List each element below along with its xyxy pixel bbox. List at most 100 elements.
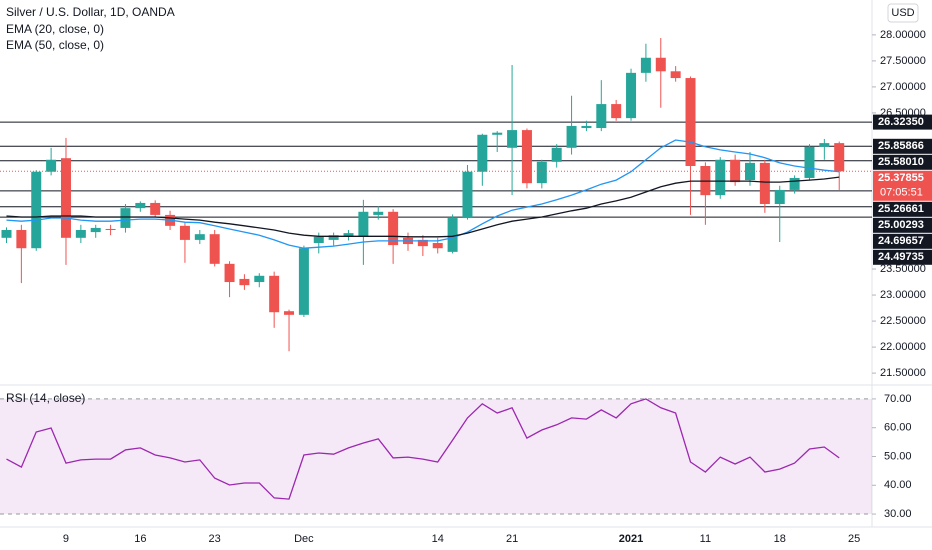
- price-label-box: [873, 233, 932, 249]
- chart-title: Silver / U.S. Dollar, 1D, OANDA: [6, 5, 175, 19]
- y-tick-label: 60.00: [884, 422, 912, 434]
- candle-body: [135, 202, 146, 209]
- y-tick-label: 23.50000: [880, 263, 926, 275]
- candle-body: [581, 125, 592, 129]
- x-tick-label: 2021: [619, 533, 643, 545]
- candle-body: [551, 147, 562, 162]
- candle-body: [239, 278, 250, 286]
- legend-entry: EMA (50, close, 0): [6, 38, 104, 52]
- legend-entry: EMA (20, close, 0): [6, 22, 104, 36]
- y-tick-label: 22.50000: [880, 315, 926, 327]
- candle-body: [224, 263, 235, 283]
- price-label: 25.85866: [878, 140, 924, 152]
- rsi-band: [0, 398, 872, 515]
- plot-area: [0, 37, 872, 515]
- candle-body: [834, 143, 845, 172]
- candle-body: [417, 239, 428, 247]
- candle-body: [536, 161, 547, 184]
- candle-body: [640, 57, 651, 73]
- candle-body: [432, 243, 443, 249]
- candle-body: [804, 146, 815, 178]
- candle-body: [462, 171, 473, 219]
- x-tick-label: 16: [134, 533, 146, 545]
- candle-body: [254, 275, 265, 283]
- candle-body: [655, 57, 666, 72]
- price-label: 24.49735: [878, 251, 924, 263]
- candle-body: [90, 227, 101, 233]
- candle-body: [685, 78, 696, 167]
- x-tick-label: 18: [774, 533, 786, 545]
- candle-body: [343, 233, 354, 237]
- candle-body: [596, 104, 607, 129]
- candle-body: [358, 211, 369, 237]
- rsi-title: RSI (14, close): [6, 391, 85, 405]
- candle-body: [626, 72, 637, 119]
- candle-body: [328, 235, 339, 240]
- x-tick-label: 11: [700, 533, 711, 545]
- y-tick-label: 22.00000: [880, 341, 926, 353]
- price-label-box: [873, 170, 932, 201]
- candle-body: [75, 230, 86, 238]
- candle-body: [670, 71, 681, 79]
- candle-body: [194, 234, 205, 240]
- price-label-box: [873, 217, 932, 233]
- y-tick-label: 40.00: [884, 479, 912, 491]
- rsi-line: [6, 398, 840, 500]
- candle-body: [179, 225, 190, 240]
- countdown: 07:05:51: [880, 187, 923, 199]
- candle-body: [298, 248, 309, 315]
- y-tick-label: 23.00000: [880, 289, 926, 301]
- x-tick-label: 21: [506, 533, 518, 545]
- price-label: 25.58010: [878, 156, 924, 168]
- x-tick-label: Dec: [294, 533, 314, 545]
- x-tick-label: 23: [209, 533, 221, 545]
- y-tick-label: 21.50000: [880, 367, 926, 379]
- currency-button[interactable]: [887, 3, 919, 23]
- price-label: 26.32350: [878, 116, 924, 128]
- y-tick-label: 50.00: [884, 450, 912, 462]
- candle-body: [789, 177, 800, 190]
- candle-body: [447, 218, 458, 252]
- candle-body: [388, 211, 399, 246]
- price-label-box: [873, 201, 932, 217]
- candle-body: [284, 311, 295, 315]
- currency-label[interactable]: USD: [891, 7, 914, 19]
- candle-body: [715, 159, 726, 196]
- candle-body: [507, 130, 518, 148]
- y-tick-label: 27.50000: [880, 55, 926, 67]
- candle-body: [373, 211, 384, 215]
- ema-line: [6, 176, 840, 238]
- candle-body: [611, 104, 622, 119]
- candle-body: [1, 230, 12, 238]
- y-tick-label: 28.00000: [880, 29, 926, 41]
- price-label: 25.26661: [878, 203, 924, 215]
- price-label-box: [873, 154, 932, 170]
- candle-body: [120, 208, 131, 228]
- ema-line: [6, 139, 840, 249]
- candle-body: [46, 159, 57, 172]
- price-label-box: [873, 138, 932, 154]
- price-label: 25.37855: [878, 172, 924, 184]
- y-tick-label: 70.00: [884, 393, 912, 405]
- candle-body: [819, 143, 830, 147]
- candle-body: [492, 132, 503, 135]
- price-label-box: [873, 249, 932, 265]
- candle-body: [759, 162, 770, 204]
- y-tick-label: 27.00000: [880, 81, 926, 93]
- candle-body: [209, 234, 220, 264]
- x-tick-label: 9: [63, 533, 69, 545]
- candle-body: [16, 230, 27, 249]
- price-label: 24.69657: [878, 235, 924, 247]
- candle-body: [269, 275, 280, 313]
- candle-body: [313, 236, 324, 244]
- candle-body: [60, 158, 71, 238]
- x-tick-label: 25: [848, 533, 860, 545]
- candle-body: [31, 171, 42, 249]
- candle-body: [566, 125, 577, 148]
- candle-body: [105, 228, 116, 231]
- candle-body: [477, 134, 488, 172]
- price-label: 25.00293: [878, 219, 924, 231]
- candle-body: [150, 202, 161, 215]
